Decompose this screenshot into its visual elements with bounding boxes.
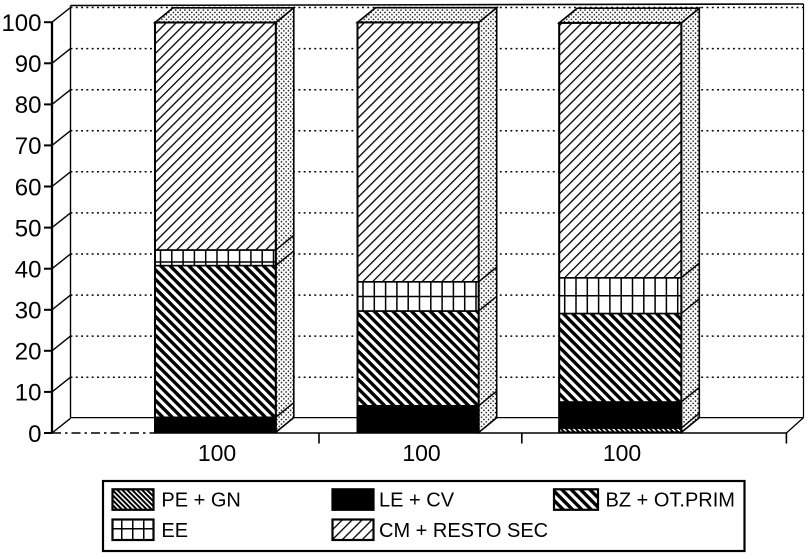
svg-text:100: 100 [1, 10, 41, 37]
svg-text:50: 50 [15, 215, 42, 242]
svg-text:BZ + OT.PRIM: BZ + OT.PRIM [606, 490, 735, 512]
svg-text:90: 90 [15, 51, 42, 78]
svg-text:PE + GN: PE + GN [161, 490, 240, 512]
svg-text:40: 40 [15, 257, 42, 284]
svg-text:100: 100 [402, 440, 440, 466]
svg-text:100: 100 [198, 440, 236, 466]
svg-text:0: 0 [28, 421, 41, 448]
svg-text:100: 100 [603, 440, 641, 466]
svg-text:60: 60 [15, 174, 42, 201]
svg-text:30: 30 [15, 298, 42, 325]
svg-text:20: 20 [15, 339, 42, 366]
svg-text:80: 80 [15, 92, 42, 119]
svg-text:CM + RESTO SEC: CM + RESTO SEC [379, 520, 548, 542]
svg-text:LE + CV: LE + CV [379, 490, 455, 512]
svg-text:10: 10 [15, 380, 42, 407]
svg-text:EE: EE [161, 520, 188, 542]
svg-text:70: 70 [15, 133, 42, 160]
